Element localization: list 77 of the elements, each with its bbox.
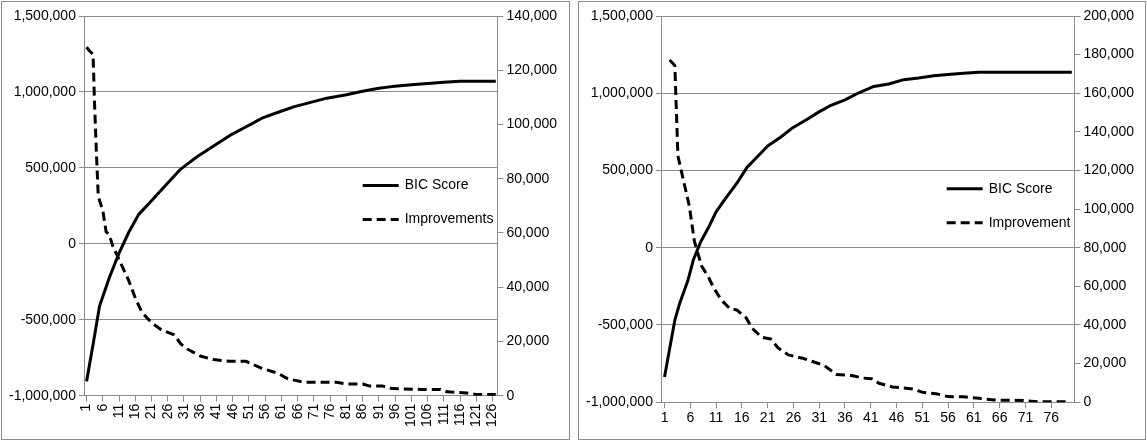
x-tick-label: 126 [483,403,500,427]
y-tick-label: 1,000,000 [13,82,77,99]
y2-tick-label: 40,000 [1082,315,1126,332]
x-tick-label: 111 [434,403,451,425]
x-tick-label: 76 [321,403,337,420]
y2-tick-label: 60,000 [506,223,550,240]
y-tick-label: 1,000,000 [590,84,653,101]
x-tick-label: 116 [450,403,467,426]
legend-label: Improvements [404,210,494,227]
x-tick-label: 21 [759,409,776,426]
x-tick-label: 1 [660,409,669,426]
y2-tick-label: 160,000 [1082,84,1134,101]
x-tick-label: 56 [939,409,956,426]
y2-tick-label: 120,000 [506,61,558,78]
x-tick-label: 26 [785,409,801,426]
x-tick-label: 71 [304,403,321,420]
x-tick-label: 41 [862,409,879,426]
x-tick-label: 46 [223,403,240,420]
y2-tick-label: 80,000 [506,169,550,186]
legend-label: Improvement [988,213,1070,230]
y-tick-label: 1,500,000 [590,6,653,23]
y-tick-label: -1,000,000 [8,386,77,403]
x-tick-label: 66 [288,403,305,420]
x-tick-label: 36 [191,403,208,420]
y-tick-label: -1,000,000 [585,393,653,410]
x-tick-label: 86 [353,403,370,420]
y2-tick-label: 100,000 [1082,199,1134,216]
x-tick-label: 11 [109,403,126,419]
x-tick-label: 121 [467,403,484,427]
y2-tick-label: 140,000 [506,6,558,23]
x-tick-label: 31 [810,409,827,426]
x-tick-label: 101 [402,403,419,427]
y2-tick-label: 180,000 [1082,45,1134,62]
x-tick-label: 51 [914,409,930,426]
y2-tick-label: 80,000 [1082,238,1126,255]
legend-label: BIC Score [988,179,1053,196]
x-tick-label: 66 [991,409,1008,426]
y2-tick-label: 100,000 [506,115,558,132]
y-tick-label: 500,000 [25,158,77,175]
y2-tick-label: 40,000 [506,278,550,295]
x-tick-label: 36 [836,409,853,426]
x-tick-label: 61 [965,409,982,426]
x-tick-label: 76 [1042,409,1059,426]
x-tick-label: 16 [126,403,143,420]
y-tick-label: 1,500,000 [13,6,77,23]
y-tick-label: 500,000 [601,161,653,178]
x-tick-label: 51 [239,403,256,420]
y2-tick-label: 200,000 [1082,6,1134,23]
x-tick-label: 6 [93,403,110,412]
y-tick-label: 0 [68,234,77,251]
x-tick-label: 106 [418,403,435,427]
y2-tick-label: 0 [506,386,515,403]
x-tick-label: 71 [1017,409,1033,426]
x-tick-label: 21 [142,403,159,420]
x-tick-label: 1 [77,403,94,412]
x-tick-label: 26 [158,403,175,420]
x-tick-label: 81 [337,403,354,420]
x-tick-label: 56 [256,403,273,420]
x-tick-label: 16 [733,409,750,426]
x-tick-label: 41 [207,403,224,420]
y-tick-label: 0 [644,238,653,255]
y2-tick-label: 0 [1082,393,1091,410]
x-tick-label: 96 [385,403,402,420]
y-tick-label: -500,000 [597,315,653,332]
x-tick-label: 11 [708,409,724,426]
x-tick-label: 31 [174,403,191,420]
x-tick-label: 6 [685,409,694,426]
y2-tick-label: 20,000 [506,332,550,349]
x-tick-label: 61 [272,403,289,420]
y2-tick-label: 120,000 [1082,161,1134,178]
legend-label: BIC Score [404,176,469,193]
x-tick-label: 46 [888,409,905,426]
y-tick-label: -500,000 [20,310,77,327]
y2-tick-label: 140,000 [1082,122,1134,139]
y2-tick-label: 60,000 [1082,277,1126,294]
y2-tick-label: 20,000 [1082,354,1126,371]
x-tick-label: 91 [369,403,386,420]
